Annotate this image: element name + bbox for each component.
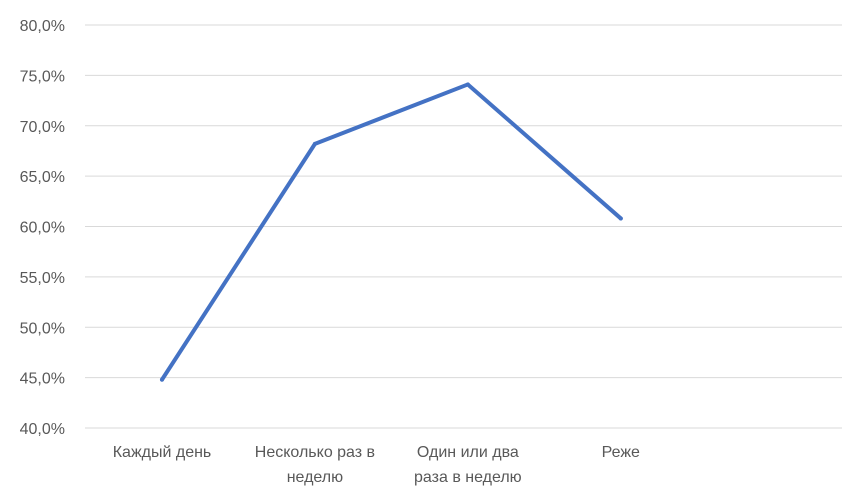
data-point (160, 377, 164, 382)
series-layer (160, 82, 623, 382)
x-category-label: Один или два (417, 444, 519, 461)
gridlines (85, 24, 842, 429)
y-tick-label: 55,0% (20, 270, 65, 287)
y-tick-label: 50,0% (20, 320, 65, 337)
x-category-label: Реже (602, 444, 640, 461)
data-point (312, 141, 317, 146)
x-axis-category-labels: Каждый день Несколько раз в неделю Один или… (113, 444, 640, 486)
y-axis-tick-labels: 40,0% 45,0% 50,0% 55,0% 60,0% 65,0% 70,0% 75,0%… (20, 18, 65, 438)
x-category-label: раза в неделю (414, 469, 522, 486)
series-line (160, 82, 623, 382)
x-category-label: Каждый день (113, 444, 212, 461)
data-point (618, 216, 623, 221)
x-category-label: неделю (287, 469, 343, 486)
y-tick-label: 40,0% (20, 421, 65, 438)
y-tick-label: 75,0% (20, 68, 65, 85)
y-tick-label: 60,0% (20, 220, 65, 237)
y-tick-label: 70,0% (20, 119, 65, 136)
y-tick-label: 65,0% (20, 169, 65, 186)
data-point (465, 82, 470, 87)
y-tick-label: 80,0% (20, 18, 65, 35)
y-tick-label: 45,0% (20, 371, 65, 388)
x-category-label: Несколько раз в (255, 444, 375, 461)
